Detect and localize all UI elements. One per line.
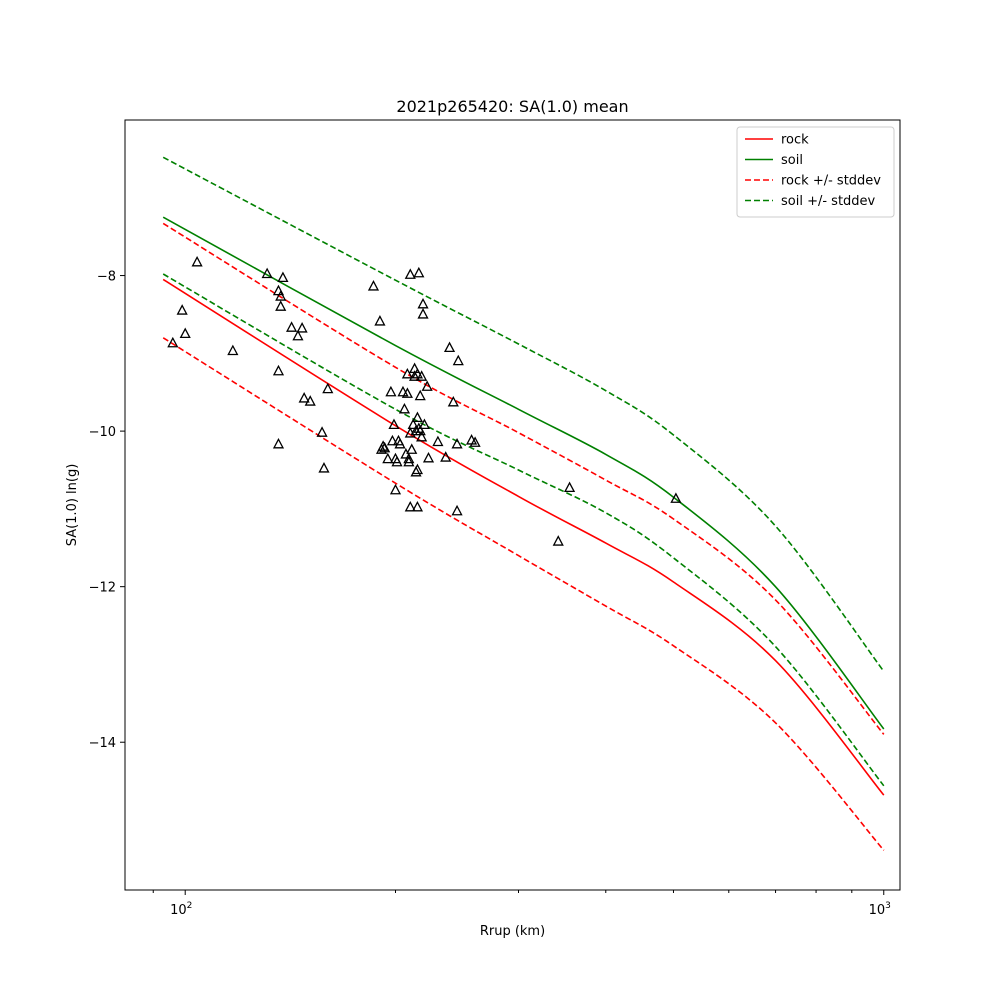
observation-point-50 [411, 411, 424, 423]
x-tick-label-100: 102 [170, 901, 192, 918]
observation-point-75 [563, 481, 576, 493]
observation-point-20 [367, 280, 380, 291]
legend-label-soil: soil [781, 153, 803, 168]
legend-label-soil-stddev: soil +/- stddev [781, 194, 876, 209]
y-tick-label--14: −14 [89, 736, 116, 751]
observation-point-21 [374, 315, 386, 326]
observation-point-16 [304, 395, 316, 406]
observation-point-4 [227, 344, 239, 356]
series-line-rock-stddev-2 [162, 222, 885, 735]
observation-point-68 [447, 395, 459, 407]
observation-point-26 [385, 385, 397, 397]
observation-point-28 [388, 418, 400, 430]
chart-title: 2021p265420: SA(1.0) mean [396, 97, 628, 116]
observation-point-57 [414, 389, 426, 401]
observation-point-42 [406, 443, 418, 454]
observation-point-32 [389, 452, 402, 464]
series-layer [162, 156, 885, 851]
series-line-rock-stddev-3 [162, 337, 885, 851]
series-line-rock-0 [162, 278, 885, 796]
observation-point-55 [413, 266, 425, 278]
plot-frame [124, 119, 901, 891]
observation-point-5 [261, 267, 273, 279]
observation-point-45 [407, 418, 419, 430]
y-axis-ticks: −8 −10 −12 −14 [89, 270, 125, 751]
x-axis-label: Rrup (km) [480, 924, 545, 939]
observation-point-64 [422, 451, 435, 463]
observation-point-37 [401, 367, 413, 379]
y-tick-label--10: −10 [89, 425, 116, 440]
observation-point-73 [469, 436, 481, 447]
observation-point-18 [318, 462, 330, 473]
observation-point-58 [416, 430, 428, 442]
observation-point-63 [421, 380, 433, 391]
observation-point-74 [552, 535, 564, 546]
observation-point-2 [179, 327, 191, 339]
observation-point-25 [382, 452, 394, 464]
observation-point-71 [451, 504, 463, 516]
observation-point-31 [389, 483, 402, 495]
observation-point-15 [298, 392, 310, 403]
observation-point-44 [404, 500, 416, 512]
y-tick-label--8: −8 [97, 270, 116, 285]
observation-point-76 [670, 492, 682, 503]
observation-point-69 [451, 437, 463, 449]
observation-point-39 [403, 452, 415, 464]
observation-point-19 [322, 382, 334, 394]
observation-point-13 [292, 329, 304, 341]
observation-point-17 [316, 426, 328, 437]
series-line-soil-stddev-4 [162, 156, 885, 672]
observation-point-1 [176, 304, 188, 315]
observation-point-11 [272, 437, 285, 449]
observation-point-10 [272, 364, 285, 376]
observation-point-12 [286, 321, 298, 332]
series-line-soil-1 [162, 216, 885, 730]
y-axis-label: SA(1.0) ln(g) [65, 464, 80, 547]
observation-point-27 [386, 434, 399, 446]
observation-point-61 [417, 297, 429, 309]
observation-point-52 [411, 500, 424, 512]
observation-point-53 [411, 463, 424, 475]
x-axis-ticks: 102 103 [152, 890, 891, 918]
legend-label-rock-stddev: rock +/- stddev [781, 174, 881, 189]
observation-markers [167, 255, 682, 546]
observation-point-38 [401, 387, 413, 398]
observation-point-7 [277, 271, 289, 283]
observation-point-59 [416, 370, 428, 381]
observation-point-40 [403, 455, 415, 467]
x-tick-label-1000: 103 [869, 901, 891, 918]
observation-point-60 [417, 308, 429, 319]
observation-point-0 [167, 336, 179, 348]
observation-point-66 [440, 451, 452, 462]
observation-point-3 [191, 255, 203, 267]
observation-point-33 [394, 437, 406, 449]
y-tick-label--12: −12 [89, 581, 116, 596]
legend: rock soil rock +/- stddev soil +/- stddev [736, 126, 895, 218]
observation-point-51 [411, 367, 424, 379]
observation-point-65 [432, 435, 444, 447]
observation-point-24 [379, 441, 391, 453]
observation-point-8 [275, 290, 287, 301]
observation-point-35 [398, 402, 411, 414]
observation-point-14 [296, 322, 308, 333]
observation-point-47 [409, 370, 421, 381]
observation-point-43 [404, 268, 416, 279]
observation-point-62 [418, 418, 430, 430]
observation-point-23 [375, 443, 388, 454]
observation-point-9 [275, 300, 287, 311]
legend-label-rock: rock [781, 133, 809, 148]
series-line-soil-stddev-5 [162, 273, 885, 787]
observation-point-70 [452, 354, 464, 366]
observation-point-67 [443, 341, 456, 353]
legend-box [736, 126, 895, 218]
